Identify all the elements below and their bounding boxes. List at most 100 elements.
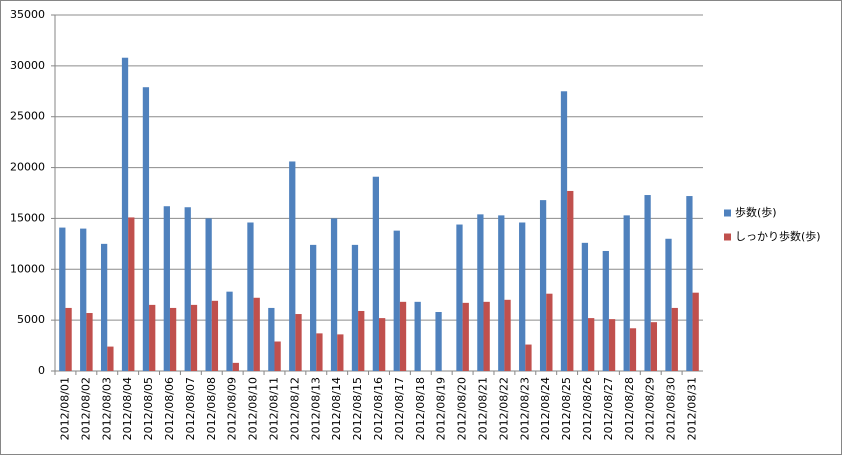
x-tick-label: 2012/08/29 xyxy=(644,377,657,440)
bar xyxy=(149,304,156,371)
bar xyxy=(629,328,637,371)
bar xyxy=(539,200,547,371)
bar xyxy=(525,344,532,371)
x-tick-label: 2012/08/05 xyxy=(142,377,155,440)
bar xyxy=(644,195,651,371)
y-tick-label: 30000 xyxy=(10,59,45,72)
x-tick-label: 2012/08/10 xyxy=(247,377,260,440)
y-tick-label: 35000 xyxy=(10,8,45,21)
x-tick-label: 2012/08/30 xyxy=(665,377,678,440)
bar xyxy=(519,222,526,371)
y-tick-label: 10000 xyxy=(10,262,45,275)
x-tick-label: 2012/08/19 xyxy=(435,377,448,440)
bar xyxy=(65,307,72,371)
bar xyxy=(226,291,233,371)
bar xyxy=(86,313,93,371)
bar xyxy=(602,250,609,371)
x-tick-label: 2012/08/06 xyxy=(163,377,176,440)
bar xyxy=(330,218,338,371)
x-tick-label: 2012/08/21 xyxy=(477,377,490,440)
bar xyxy=(128,217,135,371)
x-tick-label: 2012/08/04 xyxy=(121,377,134,440)
bar xyxy=(337,334,344,371)
x-tick-label: 2012/08/26 xyxy=(581,377,594,440)
bar xyxy=(581,242,589,371)
x-tick-label: 2012/08/17 xyxy=(393,377,406,440)
x-tick-label: 2012/08/03 xyxy=(100,377,113,440)
y-tick-label: 20000 xyxy=(10,161,45,174)
bar xyxy=(295,314,302,371)
bar xyxy=(560,91,568,372)
bar xyxy=(142,87,150,372)
x-tick-label: 2012/08/12 xyxy=(288,377,301,440)
bar xyxy=(253,297,260,371)
bar xyxy=(483,301,490,371)
x-tick-label: 2012/08/18 xyxy=(414,377,427,440)
bar xyxy=(435,312,442,371)
bar xyxy=(211,300,219,371)
bar xyxy=(686,196,693,371)
bar xyxy=(358,310,365,371)
bar xyxy=(59,227,66,371)
bar xyxy=(268,307,275,371)
bar xyxy=(498,215,505,371)
x-tick-label: 2012/08/28 xyxy=(623,377,636,440)
x-tick-label: 2012/08/31 xyxy=(686,377,699,440)
bar xyxy=(414,301,421,371)
y-tick-label: 15000 xyxy=(10,211,45,224)
x-tick-label: 2012/08/27 xyxy=(602,377,615,440)
bar xyxy=(351,244,359,371)
bar xyxy=(546,293,553,371)
bar xyxy=(163,206,170,371)
bar xyxy=(462,302,469,371)
bar xyxy=(80,228,87,371)
x-tick-label: 2012/08/14 xyxy=(330,377,343,440)
legend-label: 歩数(歩) xyxy=(735,205,777,219)
x-tick-label: 2012/08/25 xyxy=(560,377,573,440)
bar xyxy=(316,333,323,371)
bar xyxy=(477,214,484,371)
x-tick-label: 2012/08/24 xyxy=(539,377,552,440)
bar xyxy=(608,319,616,371)
bar xyxy=(100,243,108,371)
x-tick-label: 2012/08/13 xyxy=(309,377,322,440)
x-tick-label: 2012/08/23 xyxy=(518,377,531,440)
y-tick-label: 5000 xyxy=(17,313,45,326)
y-tick-label: 0 xyxy=(38,364,45,377)
bar xyxy=(232,362,239,371)
bar xyxy=(456,224,463,371)
x-tick-label: 2012/08/11 xyxy=(267,377,280,440)
bar xyxy=(247,222,254,371)
bar xyxy=(671,307,678,371)
bar xyxy=(184,207,191,371)
bar xyxy=(190,304,198,371)
bar xyxy=(399,301,407,371)
bar xyxy=(692,292,699,371)
bar xyxy=(372,176,379,371)
bar xyxy=(107,346,114,371)
bar xyxy=(665,238,672,371)
bar xyxy=(588,318,595,371)
bar xyxy=(504,299,511,371)
x-tick-label: 2012/08/08 xyxy=(205,377,218,440)
legend-label: しっかり歩数(歩) xyxy=(735,229,821,243)
x-tick-label: 2012/08/01 xyxy=(58,377,71,440)
bar xyxy=(623,215,630,371)
legend-marker xyxy=(724,209,731,217)
x-tick-label: 2012/08/09 xyxy=(226,377,239,440)
bar xyxy=(567,190,574,371)
x-tick-label: 2012/08/20 xyxy=(456,377,469,440)
y-tick-label: 25000 xyxy=(10,110,45,123)
bar xyxy=(393,230,400,371)
bar xyxy=(121,57,129,371)
bar xyxy=(379,318,386,371)
x-tick-label: 2012/08/02 xyxy=(79,377,92,440)
legend-marker xyxy=(724,233,731,241)
bar xyxy=(310,244,317,371)
bar xyxy=(274,341,281,371)
bar xyxy=(650,322,658,371)
x-tick-label: 2012/08/22 xyxy=(497,377,510,440)
x-tick-label: 2012/08/15 xyxy=(351,377,364,440)
